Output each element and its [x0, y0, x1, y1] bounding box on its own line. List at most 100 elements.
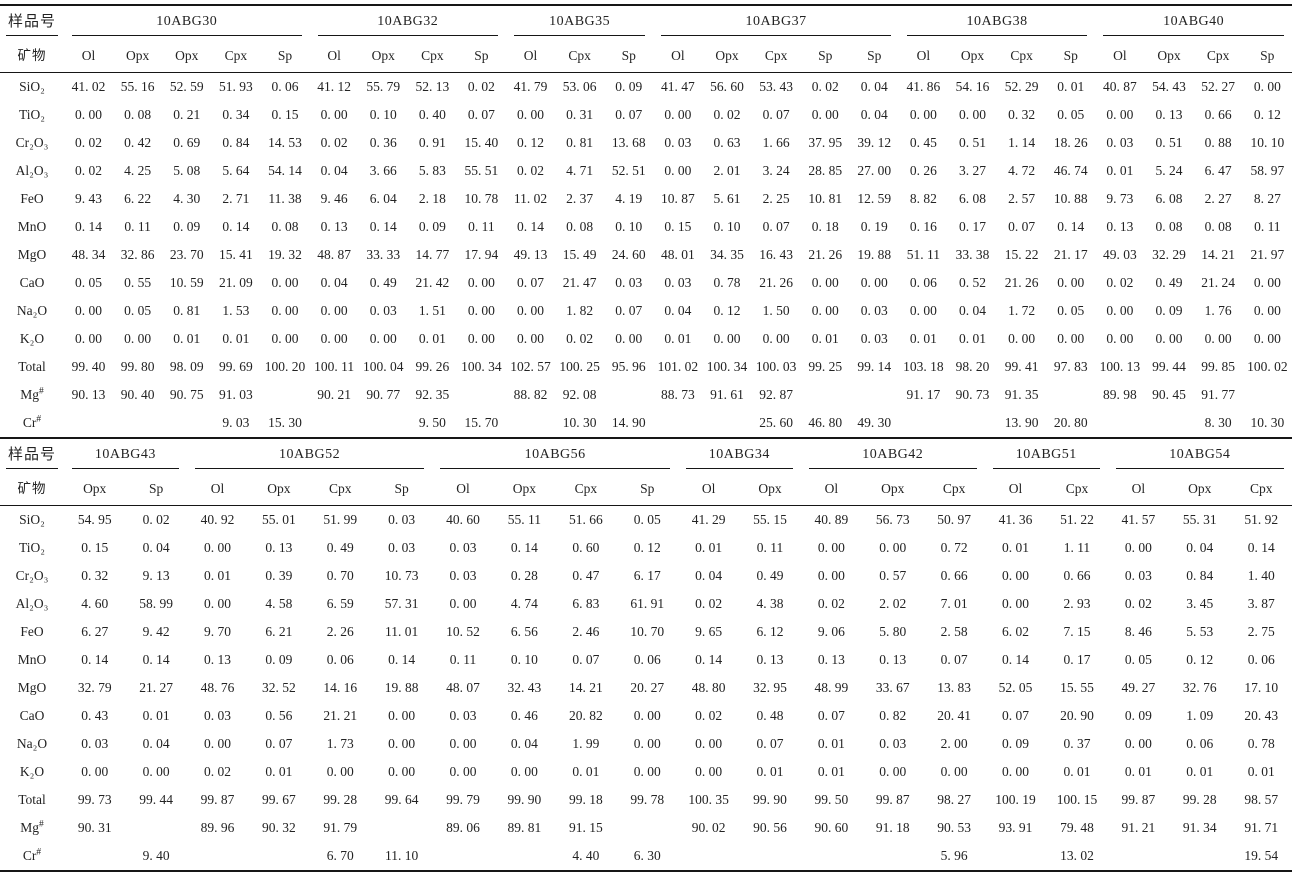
value-cell: 0. 11: [1254, 219, 1281, 235]
value-cell: 0. 21: [173, 107, 201, 123]
row-label: Al₂O₃: [15, 596, 49, 612]
row-label: TiO₂: [19, 107, 45, 123]
value-cell: 10. 88: [1053, 191, 1088, 207]
value-cell: 48. 01: [660, 247, 695, 263]
value-cell: 10. 81: [808, 191, 843, 207]
value-cell: 0. 42: [124, 135, 152, 151]
value-cell: 6. 17: [633, 568, 661, 584]
value-cell: [1095, 409, 1144, 438]
row-label: Mg#: [20, 386, 44, 403]
value-cell: [801, 842, 862, 871]
mineral-name: Ol: [800, 472, 863, 506]
value-cell: 0. 00: [879, 540, 907, 556]
sample-label-underline: 样品号: [5, 15, 58, 36]
value-cell: 0. 05: [1124, 652, 1152, 668]
value-cell: 91. 03: [219, 387, 253, 403]
value-cell: 0. 00: [271, 331, 299, 347]
value-cell: 0. 00: [695, 736, 723, 752]
row-label: MnO: [17, 219, 47, 235]
mineral-name: Sp: [456, 39, 506, 73]
value-cell: 0. 06: [909, 275, 937, 291]
value-cell: 98. 09: [169, 359, 204, 375]
value-cell: 19. 88: [384, 680, 419, 696]
value-cell: 4. 40: [572, 848, 600, 864]
mineral-name: Sp: [604, 39, 654, 73]
value-cell: 92. 35: [415, 387, 450, 403]
value-cell: 0. 03: [860, 303, 888, 319]
value-cell: 0. 07: [467, 107, 495, 123]
value-cell: 0. 00: [320, 107, 348, 123]
value-cell: 0. 00: [633, 708, 661, 724]
table-row-Cr: Cr# 9. 03 15. 30 9. 50 15. 70 10. 30 14. 90 25.…: [0, 409, 1292, 438]
value-cell: 56. 60: [710, 79, 744, 95]
value-cell: 91. 17: [906, 387, 941, 403]
table-row-TiO: TiO₂ 0. 00 0. 08 0. 21 0. 34 0. 15 0. 00 0. 10 0…: [0, 101, 1292, 129]
row-label: Total: [18, 792, 46, 808]
value-cell: 90. 21: [317, 387, 351, 403]
table-row-SiO: SiO₂ 41. 02 55. 16 52. 59 51. 93 0. 06 41. 12 5…: [0, 73, 1292, 102]
value-cell: 0. 03: [449, 540, 477, 556]
value-cell: 61. 91: [630, 596, 665, 612]
value-cell: 0. 02: [713, 107, 741, 123]
value-cell: 0. 01: [1124, 764, 1152, 780]
value-cell: 0. 09: [1124, 708, 1152, 724]
value-cell: 99. 73: [77, 792, 112, 808]
value-cell: 0. 46: [510, 708, 538, 724]
table-row-AlO: Al₂O₃ 4. 60 58. 99 0. 00 4. 58 6. 59 57. 31 0. …: [0, 590, 1292, 618]
row-label: TiO₂: [19, 540, 45, 556]
table-row-FeO: FeO 6. 27 9. 42 9. 70 6. 21 2. 26 11. 01 10. 52…: [0, 618, 1292, 646]
value-cell: 1. 82: [566, 303, 594, 319]
value-cell: 100. 15: [1056, 792, 1098, 808]
sample-group-underline: 10ABG40: [1103, 15, 1284, 36]
value-cell: 0. 00: [271, 275, 299, 291]
value-cell: 8. 82: [909, 191, 937, 207]
table-row-KO: K₂O 0. 00 0. 00 0. 02 0. 01 0. 00 0. 00 0. 00 0.…: [0, 758, 1292, 786]
value-cell: 0. 00: [517, 303, 545, 319]
value-cell: 0. 88: [1204, 135, 1232, 151]
value-cell: 4. 30: [173, 191, 201, 207]
mineral-name: Opx: [113, 39, 163, 73]
value-cell: 0. 03: [388, 512, 416, 528]
value-cell: 1. 50: [762, 303, 790, 319]
value-cell: [604, 381, 653, 409]
value-cell: 10. 30: [1250, 415, 1285, 431]
value-cell: 2. 27: [1204, 191, 1232, 207]
value-cell: 91. 71: [1244, 820, 1279, 836]
value-cell: 57. 31: [384, 596, 419, 612]
value-cell: 55. 51: [464, 163, 499, 179]
value-cell: 0. 00: [326, 764, 354, 780]
value-cell: 32. 76: [1182, 680, 1217, 696]
table-row-CrO: Cr₂O₃ 0. 02 0. 42 0. 69 0. 84 14. 53 0. 02 0. 3…: [0, 129, 1292, 157]
value-cell: [653, 409, 702, 438]
value-cell: 0. 10: [510, 652, 538, 668]
value-cell: 0. 02: [1124, 596, 1152, 612]
value-cell: 0. 06: [633, 652, 661, 668]
value-cell: 20. 90: [1060, 708, 1094, 724]
value-cell: 0. 91: [418, 135, 446, 151]
value-cell: 0. 07: [572, 652, 600, 668]
value-cell: 14. 21: [1201, 247, 1235, 263]
value-cell: 4. 58: [265, 596, 293, 612]
value-cell: 0. 01: [222, 331, 250, 347]
value-cell: 0. 01: [909, 331, 937, 347]
value-cell: 48. 34: [71, 247, 106, 263]
value-cell: 24. 60: [611, 247, 646, 263]
value-cell: [801, 381, 850, 409]
value-cell: 10. 30: [562, 415, 597, 431]
value-cell: 3. 87: [1247, 596, 1275, 612]
value-cell: 13. 68: [611, 135, 646, 151]
row-label: Cr#: [22, 847, 42, 864]
value-cell: 20. 27: [630, 680, 665, 696]
value-cell: 40. 89: [814, 512, 849, 528]
row-label: Na₂O: [16, 736, 48, 752]
value-cell: 0. 49: [1155, 275, 1183, 291]
value-cell: 0. 07: [762, 107, 790, 123]
row-label: Cr#: [22, 414, 42, 431]
value-cell: 0. 12: [1186, 652, 1214, 668]
table-row-KO: K₂O 0. 00 0. 00 0. 01 0. 01 0. 00 0. 00 0. 00 0.…: [0, 325, 1292, 353]
value-cell: 103. 18: [903, 359, 944, 375]
value-cell: 51. 22: [1060, 512, 1094, 528]
value-cell: 0. 06: [326, 652, 354, 668]
value-cell: 90. 40: [120, 387, 155, 403]
value-cell: 51. 93: [219, 79, 253, 95]
